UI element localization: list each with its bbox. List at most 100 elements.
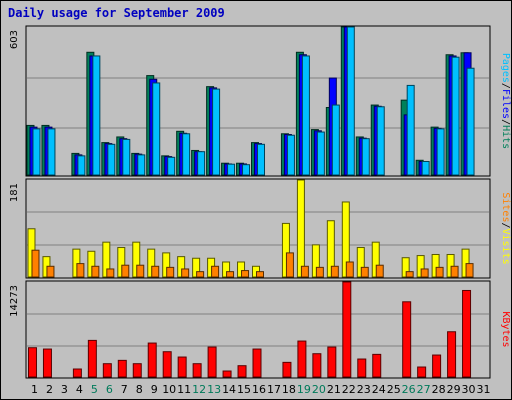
pages-bar (107, 143, 116, 176)
kbytes-bar (462, 289, 472, 378)
x-tick-label: 17 (267, 383, 281, 396)
pages-bar (376, 106, 385, 176)
kbytes-bar (417, 366, 427, 378)
sites-bar (166, 266, 175, 278)
pages-bar (361, 138, 370, 176)
pages-bar (182, 133, 191, 176)
sites-bar (31, 249, 40, 278)
sites-bar (450, 265, 459, 278)
legend: Sites/Visits (500, 192, 511, 264)
pages-bar (242, 164, 251, 176)
x-tick-label: 31 (477, 383, 491, 396)
legend-pages: Pages (500, 53, 511, 83)
pages-bar (316, 131, 325, 176)
sites-bar (435, 266, 444, 278)
sites-bar (106, 268, 115, 278)
kbytes-bar (222, 370, 232, 378)
x-tick-label: 30 (462, 383, 476, 396)
panel-2: 181 Sites/Visits (9, 178, 511, 279)
pages-bar (286, 134, 295, 176)
x-tick-label: 3 (61, 383, 68, 396)
kbytes-bar (117, 359, 127, 378)
pages-bar (212, 88, 221, 176)
x-tick-label: 16 (252, 383, 266, 396)
kbytes-bar (252, 348, 262, 378)
x-tick-label: 11 (177, 383, 191, 396)
pages-bar (137, 154, 146, 176)
legend-separator: / (500, 83, 511, 89)
kbytes-bar (282, 361, 292, 378)
y-max-label: 181 (9, 183, 20, 202)
sites-bar (285, 252, 294, 278)
x-tick-label: 13 (207, 383, 221, 396)
pages-bar (167, 156, 176, 176)
chart-title: Daily usage for September 2009 (8, 6, 225, 20)
pages-bar (421, 161, 430, 176)
legend-visits: Visits (500, 229, 511, 265)
legend-kbytes: KBytes (500, 311, 511, 347)
pages-bar (152, 82, 161, 176)
sites-bar (360, 266, 369, 278)
x-tick-label: 21 (327, 383, 341, 396)
kbytes-bar (207, 346, 217, 378)
kbytes-bar (102, 363, 112, 378)
kbytes-bar (132, 363, 142, 378)
x-tick-label: 15 (237, 383, 251, 396)
sites-bar (300, 265, 309, 278)
pages-bar (122, 138, 131, 176)
sites-bar (226, 271, 235, 278)
x-tick-label: 22 (342, 383, 356, 396)
kbytes-bar (312, 353, 322, 378)
x-tick-label: 8 (136, 383, 143, 396)
x-tick-label: 19 (297, 383, 311, 396)
x-tick-label: 6 (106, 383, 113, 396)
x-tick-label: 29 (447, 383, 461, 396)
sites-bar (151, 265, 160, 278)
pages-bar (301, 55, 310, 176)
x-tick-label: 10 (162, 383, 176, 396)
x-tick-label: 18 (282, 383, 296, 396)
x-tick-label: 4 (76, 383, 83, 396)
kbytes-bar (87, 339, 97, 378)
sites-bar (181, 268, 190, 278)
x-tick-label: 27 (417, 383, 431, 396)
x-tick-label: 26 (402, 383, 416, 396)
kbytes-bar (297, 340, 307, 378)
kbytes-bar (177, 356, 187, 378)
sites-bar (211, 265, 220, 278)
legend-hits: Hits (500, 125, 511, 149)
sites-bar (330, 265, 339, 278)
x-tick-label: 28 (432, 383, 446, 396)
x-tick-label: 1 (31, 383, 38, 396)
sites-bar (315, 266, 324, 278)
legend-separator: / (500, 119, 511, 125)
kbytes-bar (42, 348, 52, 378)
sites-bar (91, 265, 100, 278)
pages-bar (406, 84, 415, 176)
kbytes-bar (447, 331, 457, 378)
x-tick-label: 24 (372, 383, 386, 396)
pages-bar (257, 143, 265, 176)
x-tick-label: 20 (312, 383, 326, 396)
sites-bar (196, 271, 205, 278)
sites-bar (420, 268, 429, 278)
kbytes-bar (27, 347, 37, 378)
visits-bar (296, 179, 305, 278)
pages-bar (436, 128, 445, 176)
x-tick-label: 7 (121, 383, 128, 396)
x-tick-label: 2 (46, 383, 53, 396)
kbytes-bar (342, 281, 352, 378)
legend-sites: Sites (500, 192, 511, 222)
kbytes-bar (327, 346, 337, 378)
x-tick-label: 9 (151, 383, 158, 396)
legend-separator: / (500, 222, 511, 228)
sites-bar (405, 271, 414, 278)
kbytes-bar (72, 368, 82, 378)
pages-bar (346, 26, 355, 176)
kbytes-bar (372, 353, 382, 378)
pages-bar (451, 56, 460, 176)
pages-bar (32, 128, 41, 176)
kbytes-bar (432, 354, 442, 378)
